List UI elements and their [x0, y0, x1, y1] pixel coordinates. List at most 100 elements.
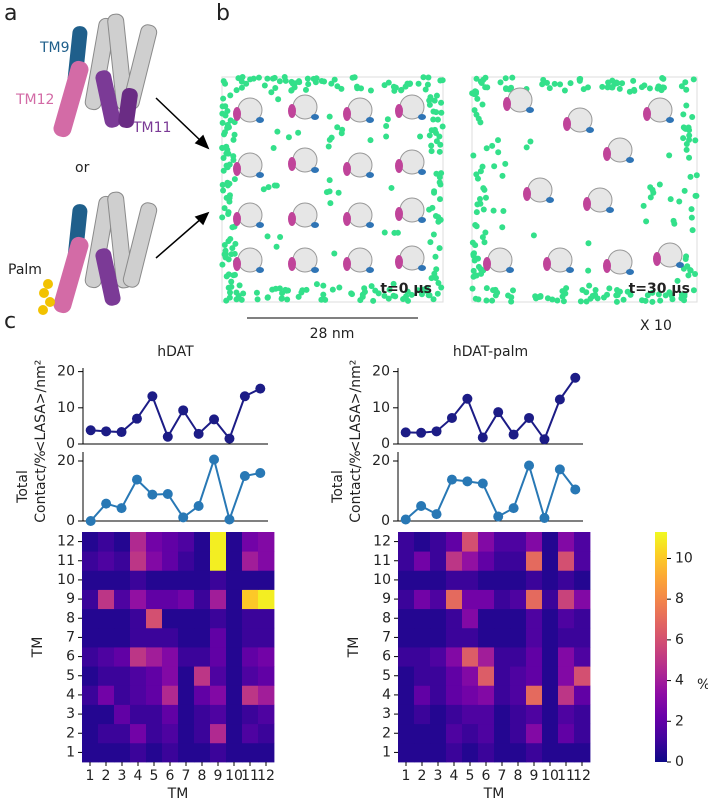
snapshot — [469, 74, 700, 305]
heatmap-cell — [542, 627, 559, 648]
heatmap-cell — [258, 742, 275, 763]
heatmap-cell — [146, 570, 163, 590]
heatmap-cell — [210, 723, 227, 744]
helix — [395, 104, 403, 118]
lipid-dot — [683, 253, 690, 260]
y-axis-label: Contact/% — [33, 450, 49, 523]
lipid-dot — [482, 229, 489, 236]
lipid-dot — [224, 164, 231, 171]
point — [477, 478, 488, 489]
point — [446, 412, 457, 423]
point — [554, 464, 565, 475]
heatmap-cell — [242, 704, 259, 725]
x-tick-label: 2 — [102, 768, 111, 784]
helix — [311, 167, 319, 173]
lipid-dot — [381, 292, 388, 299]
heatmap-cell — [82, 532, 99, 552]
helix — [566, 267, 574, 273]
heatmap-cell — [98, 742, 115, 763]
heatmap-cell — [242, 570, 259, 590]
y-tick-label: 20 — [372, 453, 390, 469]
heatmap-cell — [130, 685, 147, 705]
lipid-dot — [359, 291, 366, 298]
heatmap-cell — [242, 551, 259, 571]
heatmap-cell — [210, 570, 227, 590]
lipid-dot — [523, 144, 530, 151]
lipid-dot — [472, 88, 479, 95]
heatmap-cell — [462, 570, 479, 590]
heatmap-cell — [478, 647, 495, 667]
heatmap-cell — [510, 704, 527, 725]
lipid-dot — [499, 172, 506, 179]
lipid-dot — [327, 200, 334, 207]
lipid-dot — [500, 207, 507, 214]
lipid-dot — [479, 234, 486, 241]
heatmap-cell — [242, 723, 259, 744]
heatmap-cell — [210, 627, 227, 648]
heatmap-cell — [430, 551, 447, 571]
point — [400, 514, 411, 525]
lipid-dot — [563, 285, 570, 292]
protein-structure — [53, 13, 158, 138]
heatmap-cell — [414, 532, 431, 552]
heatmap-cell — [194, 742, 211, 763]
heatmap-cell — [494, 532, 511, 552]
heatmap-cell — [82, 647, 99, 667]
lipid-dot — [305, 81, 312, 88]
colorbar-tick-label: 6 — [675, 632, 684, 648]
helix — [233, 212, 241, 226]
lipid-dot — [233, 289, 240, 296]
lipid-dot — [326, 113, 333, 120]
lipid-dot — [296, 79, 303, 86]
point — [508, 429, 519, 440]
heatmap-cell — [114, 685, 131, 705]
lipid-dot — [432, 275, 439, 282]
heatmap-cell — [130, 742, 147, 763]
lipid-dot — [660, 84, 667, 91]
time-label: t=0 μs — [380, 281, 432, 297]
lipid-dot — [295, 129, 302, 136]
helix — [256, 172, 264, 178]
heatmap-cell — [98, 627, 115, 648]
heatmap-cell — [478, 627, 495, 648]
lipid-dot — [228, 283, 235, 290]
lipid-dot — [693, 172, 700, 179]
lipid-dot — [537, 293, 544, 300]
chart-title: hDAT — [157, 344, 194, 360]
lipid-dot — [599, 83, 606, 90]
lipid-dot — [285, 134, 292, 141]
heatmap-cell — [574, 704, 591, 725]
heatmap-cell — [574, 647, 591, 667]
lipid-dot — [502, 85, 509, 92]
lipid-dot — [390, 280, 397, 287]
heatmap-cell — [98, 532, 115, 552]
helix — [543, 257, 551, 271]
helix — [526, 107, 534, 113]
point — [85, 425, 96, 436]
point — [570, 372, 581, 383]
lipid-dot — [681, 187, 688, 194]
lipid-dot — [381, 229, 388, 236]
heatmap-cell — [526, 589, 543, 610]
lipid-dot — [415, 80, 422, 87]
y-tick-label: 5 — [66, 668, 75, 684]
lipid-dot — [264, 233, 271, 240]
point — [554, 394, 565, 405]
lipid-dot — [688, 206, 695, 213]
point — [162, 431, 173, 442]
heatmap-cell — [574, 589, 591, 610]
lipid-dot — [438, 170, 445, 177]
lipid-dot — [219, 119, 226, 126]
helix — [506, 267, 514, 273]
lipid-dot — [676, 198, 683, 205]
heatmap-cell — [510, 551, 527, 571]
lipid-dot — [402, 83, 409, 90]
lipid-dot — [219, 181, 226, 188]
x-tick-label: 6 — [482, 768, 491, 784]
lipid-dot — [236, 282, 243, 289]
point — [508, 503, 519, 514]
x-tick-label: 10 — [541, 768, 559, 784]
heatmap-cell — [526, 742, 543, 763]
lipid-dot — [567, 80, 574, 87]
lipid-dot — [335, 189, 342, 196]
